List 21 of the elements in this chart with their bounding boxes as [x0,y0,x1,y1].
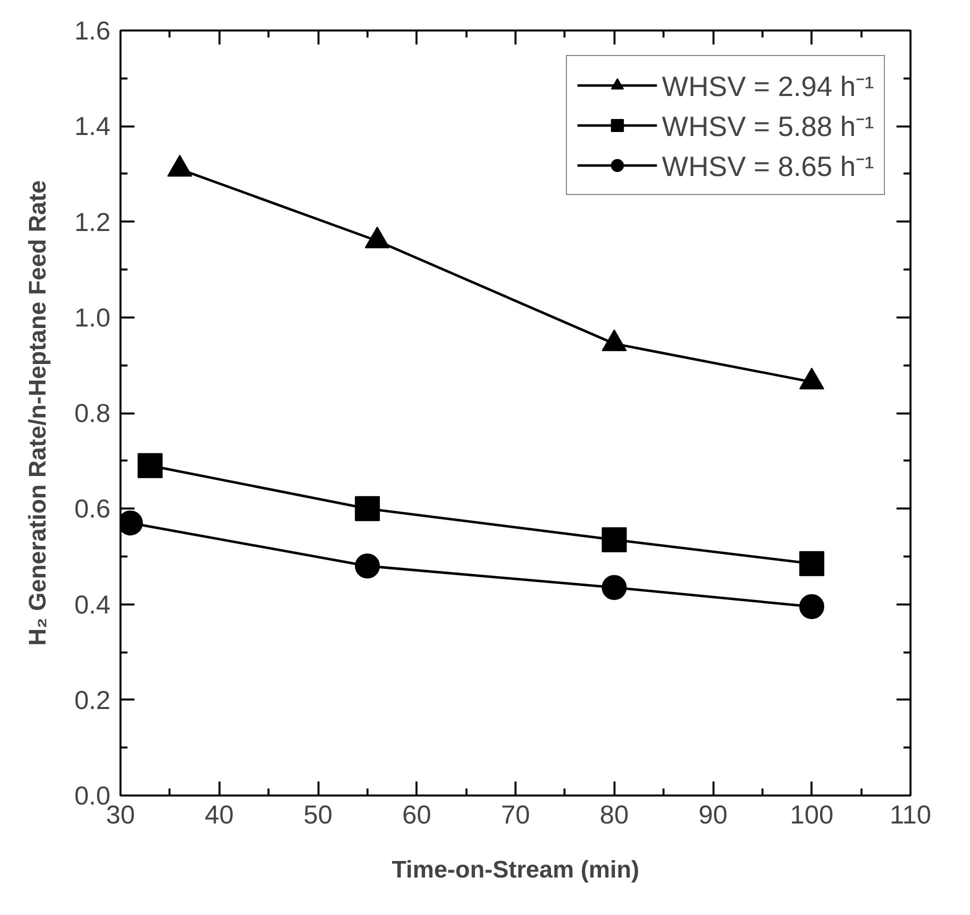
legend-label: WHSV = 2.94 h⁻¹ [662,70,874,104]
y-axis-title: H₂ Generation Rate/n-Heptane Feed Rate [24,180,52,646]
x-tick-label: 80 [600,800,629,830]
y-tick-label: 0.4 [74,589,111,620]
y-tick-label: 1.6 [74,16,111,46]
y-tick-label: 1.0 [74,302,111,332]
x-tick-label: 70 [501,800,530,830]
y-tick-label: 0.8 [74,398,111,428]
x-tick-label: 50 [304,800,332,830]
legend-label: WHSV = 5.88 h⁻¹ [662,110,874,144]
x-tick-label: 60 [402,800,432,830]
y-tick-label: 0.6 [74,494,111,524]
x-tick-label: 40 [204,800,234,830]
y-tick-label: 1.4 [74,111,111,142]
x-axis-title: Time-on-Stream (min) [392,856,640,884]
y-tick-label: 1.2 [74,206,111,237]
legend-label: WHSV = 8.65 h⁻¹ [662,150,874,184]
x-tick-label: 90 [698,800,728,830]
x-tick-label: 110 [890,800,932,830]
x-tick-label: 100 [790,800,834,830]
y-tick-label: 0.2 [74,684,111,715]
